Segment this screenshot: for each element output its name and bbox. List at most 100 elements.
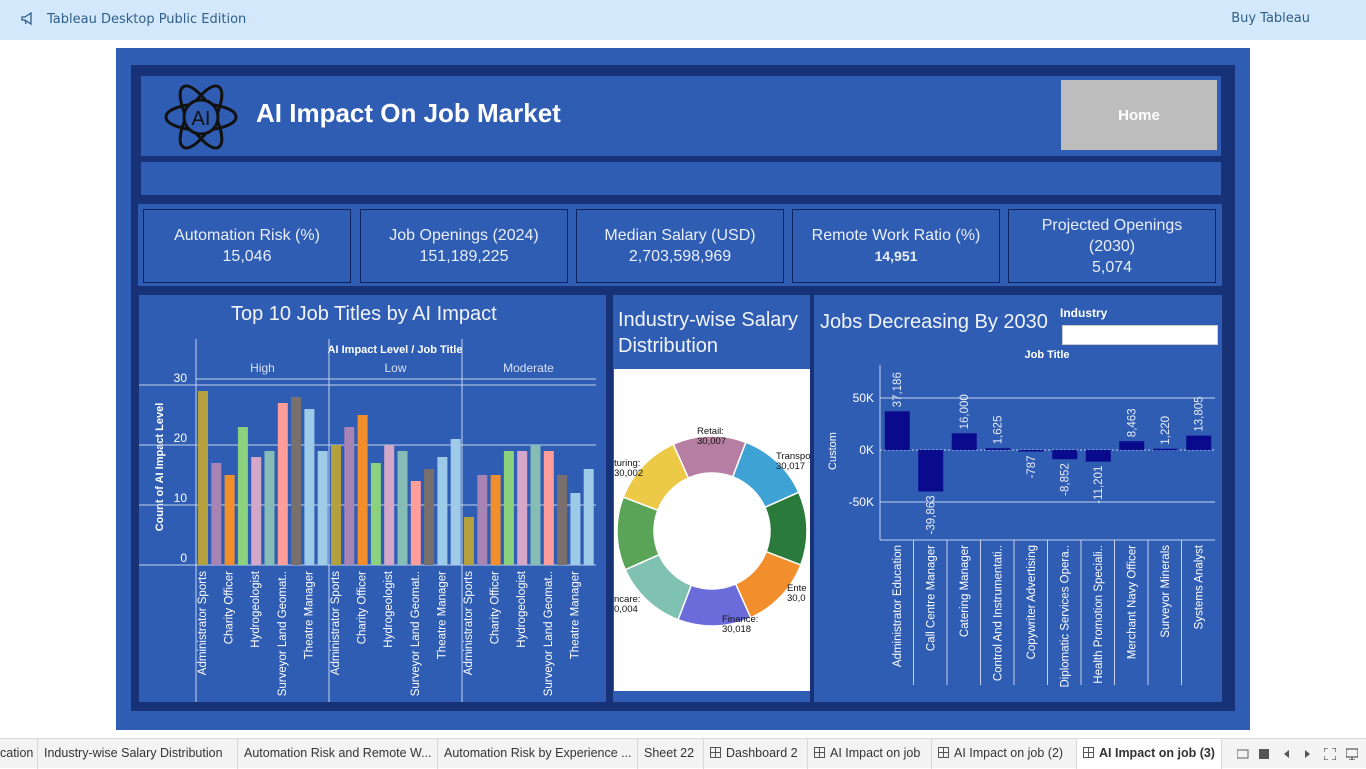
dashboard-icon — [1083, 747, 1094, 758]
dashboard-icon — [814, 747, 825, 758]
y-tick-label: 50K — [853, 391, 874, 405]
megaphone-icon — [21, 12, 32, 26]
slice-value: 30,007 — [697, 436, 726, 447]
bar — [583, 469, 594, 565]
tab-sheet[interactable]: Automation Risk by Experience ... — [438, 739, 638, 769]
y-tick-label: 0K — [859, 443, 874, 457]
next-sheet-icon[interactable] — [1301, 748, 1313, 760]
bar — [331, 445, 341, 565]
y-tick-label: 10 — [174, 491, 188, 505]
data-label: -39,863 — [925, 495, 937, 534]
x-tick-label: Hydrogeologist — [250, 570, 262, 648]
bar — [464, 517, 474, 565]
donut-area: Retail: 30,007 Transpo 30,017 Ente 30,0 Financ… — [614, 369, 811, 691]
top10-chart[interactable]: AI Impact Level / Job Title Count of AI … — [139, 295, 606, 702]
tab-label: Industry-wise Salary Distribution — [44, 746, 223, 760]
x-tick-label: Surveyor Land Geomat.. — [277, 571, 289, 696]
tab-label: Automation Risk by Experience ... — [444, 746, 632, 760]
bar — [370, 463, 381, 565]
slice-value: 30,018 — [722, 624, 751, 635]
kpi-label: Remote Work Ratio (%) — [811, 227, 981, 244]
fullscreen-icon[interactable] — [1324, 748, 1336, 760]
bar — [251, 457, 262, 565]
bar — [1186, 435, 1212, 450]
x-tick-label: Administrator Sports — [463, 571, 475, 675]
bar — [304, 409, 315, 565]
present-icon[interactable] — [1346, 748, 1358, 760]
slice-label: Retail: — [697, 426, 724, 437]
tab-dashboard[interactable]: AI Impact on job — [808, 739, 932, 769]
prev-sheet-icon[interactable] — [1281, 748, 1293, 760]
bar — [517, 451, 528, 565]
bar — [291, 397, 302, 565]
tab-sheet[interactable]: Industry-wise Salary Distribution — [38, 739, 238, 769]
kpi-value: 5,074 — [1091, 258, 1133, 276]
tab-label: Dashboard 2 — [726, 746, 798, 760]
dashboard-header: AI AI Impact On Job Market Home — [141, 76, 1221, 156]
tab-sheet[interactable]: cation — [0, 739, 38, 769]
tab-sheet[interactable]: Sheet 22 — [638, 739, 704, 769]
kpi-value: 15,046 — [222, 248, 272, 265]
tab-sheet[interactable]: Automation Risk and Remote W... — [238, 739, 438, 769]
slice-value: 0,004 — [614, 604, 638, 615]
slice-value: 30,0 — [787, 593, 806, 604]
x-tick-label: Charity Officer — [357, 571, 369, 644]
industry-title: Industry-wise Salary Distribution — [618, 309, 799, 357]
slice-label: Ente — [787, 583, 807, 594]
bar — [951, 433, 977, 450]
industry-filter-input[interactable] — [1062, 325, 1218, 345]
kpi-value: 151,189,225 — [419, 248, 509, 265]
slice-value: 30,017 — [776, 461, 805, 472]
film-strip-icon[interactable] — [1237, 748, 1249, 760]
decreasing-chart[interactable]: Job Title Custom -50K 0K 50K 37,186 Administ… — [814, 295, 1222, 702]
x-tick-label: Charity Officer — [224, 571, 236, 644]
decreasing-title: Jobs Decreasing By 2030 — [820, 311, 1048, 333]
bar — [503, 451, 514, 565]
bar — [344, 427, 355, 565]
y-tick-label: -50K — [849, 495, 874, 509]
bar — [357, 415, 368, 565]
bar — [557, 475, 568, 565]
bar — [884, 411, 910, 450]
dashboard-title: AI Impact On Job Market — [256, 98, 561, 128]
tab-label: Automation Risk and Remote W... — [244, 746, 432, 760]
bar — [530, 445, 541, 565]
tab-dashboard[interactable]: Dashboard 2 — [704, 739, 808, 769]
ai-atom-logo-icon: AI — [164, 84, 238, 150]
data-label: 37,186 — [892, 372, 904, 407]
slice-label: ncare: — [614, 594, 640, 605]
x-tick-label: Catering Manager — [959, 545, 971, 637]
logo-text: AI — [192, 108, 211, 130]
decreasing-ylabel: Custom — [827, 432, 839, 470]
bar — [543, 451, 554, 565]
bar — [198, 391, 208, 565]
buy-tableau-link[interactable]: Buy Tableau — [1231, 11, 1310, 26]
x-tick-label: Call Centre Manager — [925, 545, 937, 651]
kpi-automation-risk: Automation Risk (%) 15,046 — [143, 209, 351, 283]
decreasing-panel: Jobs Decreasing By 2030 Industry Job Tit… — [814, 295, 1222, 702]
home-button[interactable]: Home — [1061, 80, 1217, 150]
kpi-label: Job Openings (2024) — [389, 227, 539, 244]
tab-label: AI Impact on job (3) — [1099, 746, 1215, 760]
tab-dashboard-active[interactable]: AI Impact on job (3) — [1077, 739, 1222, 769]
y-tick-label: 30 — [174, 371, 188, 385]
tab-label: cation — [0, 746, 34, 760]
x-tick-label: Administrator Sports — [197, 571, 209, 675]
kpi-value: 14,951 — [874, 248, 918, 264]
group-label: Low — [384, 361, 406, 375]
bar — [424, 469, 435, 565]
bar — [1085, 450, 1111, 462]
bar — [1152, 448, 1178, 451]
tabs-view-icon[interactable] — [1258, 748, 1270, 760]
tab-dashboard[interactable]: AI Impact on job (2) — [932, 739, 1077, 769]
bar — [277, 403, 288, 565]
top10-header: AI Impact Level / Job Title — [328, 344, 463, 356]
bar — [490, 475, 501, 565]
kpi-row: Automation Risk (%) 15,046 Job Openings … — [138, 204, 1222, 286]
data-label: 1,625 — [992, 416, 1004, 445]
kpi-value: 2,703,598,969 — [628, 248, 732, 265]
bar — [1052, 450, 1078, 460]
slice-value: 30,002 — [614, 468, 643, 479]
bar — [384, 445, 395, 565]
